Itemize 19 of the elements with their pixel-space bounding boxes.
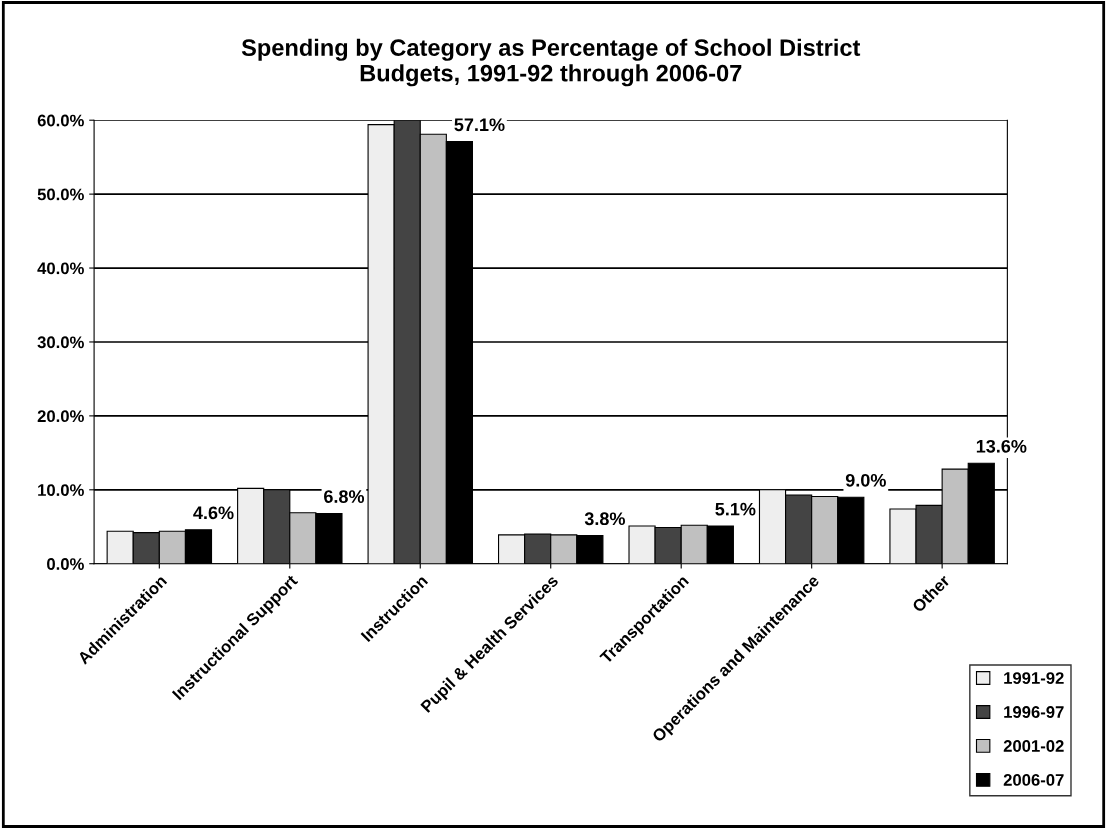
legend-label: 1991-92 bbox=[1004, 672, 1064, 684]
legend-label: 2001-02 bbox=[1003, 740, 1064, 752]
data-label: 9.0% bbox=[845, 473, 886, 487]
data-label: 6.8% bbox=[324, 490, 365, 503]
y-tick-label: 60.0% bbox=[37, 114, 84, 127]
legend-label: 2006-07 bbox=[1003, 774, 1064, 786]
chart-title: Spending by Category as Percentage of School District Budgets, 1991-92 through 2006-07 bbox=[241, 38, 861, 87]
legend-label: 1996-97 bbox=[1004, 706, 1064, 718]
data-label: 57.1% bbox=[454, 118, 505, 132]
y-tick-label: 20.0% bbox=[37, 410, 84, 423]
y-tick-label: 0.0% bbox=[47, 558, 84, 570]
data-label: 5.1% bbox=[715, 502, 756, 516]
y-tick-label: 40.0% bbox=[37, 262, 84, 275]
data-label: 13.6% bbox=[976, 439, 1027, 453]
y-tick-label: 50.0% bbox=[37, 188, 84, 201]
y-tick-label: 30.0% bbox=[37, 336, 84, 349]
y-tick-label: 10.0% bbox=[38, 484, 84, 496]
data-label: 3.8% bbox=[584, 512, 625, 526]
data-label: 4.6% bbox=[193, 506, 234, 520]
